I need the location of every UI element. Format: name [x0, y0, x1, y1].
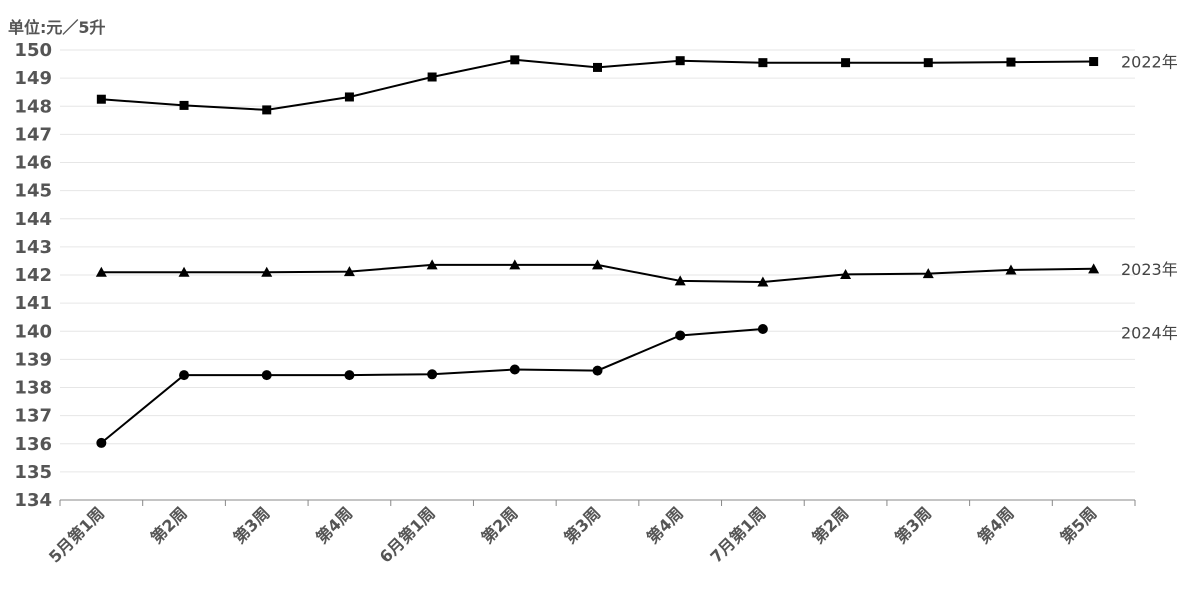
data-point-circle: [592, 365, 603, 376]
x-tick-label: 第3周: [560, 503, 604, 547]
y-tick-label: 141: [14, 293, 52, 314]
y-tick-label: 149: [14, 68, 52, 89]
data-point-triangle: [261, 266, 273, 277]
data-point-triangle: [592, 259, 603, 270]
data-point-circle: [427, 369, 438, 380]
y-tick-label: 146: [14, 153, 52, 174]
y-tick-label: 147: [14, 124, 52, 145]
data-point-circle: [344, 370, 355, 381]
y-tick-label: 140: [14, 321, 52, 342]
y-tick-label: 137: [14, 406, 52, 427]
data-point-circle: [261, 370, 272, 381]
data-point-circle: [509, 364, 520, 375]
data-point-square: [758, 58, 768, 68]
series-line: [100, 328, 763, 444]
y-tick-label: 150: [14, 40, 52, 61]
unit-label: 单位:元／5升: [8, 18, 106, 37]
data-point-triangle: [95, 266, 107, 277]
x-tick-label: 第4周: [974, 503, 1018, 547]
data-point-square: [96, 94, 106, 104]
data-point-triangle: [1005, 264, 1017, 275]
data-point-square: [262, 105, 272, 115]
data-point-triangle: [509, 259, 521, 270]
x-tick-label: 第4周: [312, 503, 356, 547]
y-tick-label: 143: [14, 237, 52, 258]
y-tick-label: 134: [14, 490, 52, 511]
data-point-triangle: [757, 276, 769, 287]
data-point-square: [675, 56, 685, 66]
y-tick-label: 138: [14, 378, 52, 399]
data-point-square: [841, 58, 851, 68]
data-point-square: [510, 55, 520, 65]
x-tick-label: 第2周: [808, 503, 852, 547]
data-point-square: [1089, 57, 1099, 67]
data-point-square: [344, 92, 354, 102]
data-point-square: [1006, 57, 1016, 67]
data-point-square: [427, 72, 437, 82]
x-tick-label: 第3周: [891, 503, 935, 547]
data-point-triangle: [1088, 263, 1100, 274]
y-tick-label: 139: [14, 349, 52, 370]
y-tick-label: 136: [14, 434, 52, 455]
y-tick-label: 142: [14, 265, 52, 286]
x-tick-label: 第2周: [478, 503, 522, 547]
x-tick-label: 5月第1周: [45, 503, 108, 566]
x-tick-label: 第3周: [230, 503, 274, 547]
data-point-circle: [179, 370, 190, 381]
series-label: 2024年: [1121, 324, 1178, 343]
x-tick-label: 7月第1周: [707, 503, 770, 566]
x-tick-label: 第4周: [643, 503, 687, 547]
data-point-triangle: [674, 275, 686, 286]
x-tick-label: 6月第1周: [376, 503, 439, 566]
data-point-square: [923, 58, 933, 68]
data-point-triangle: [426, 259, 438, 270]
data-point-triangle: [178, 266, 190, 277]
data-point-square: [179, 100, 189, 110]
data-point-circle: [96, 437, 107, 448]
data-point-circle: [675, 330, 686, 341]
y-tick-label: 145: [14, 181, 52, 202]
y-tick-label: 135: [14, 462, 52, 483]
series-label: 2023年: [1121, 260, 1178, 279]
y-tick-label: 148: [14, 96, 52, 117]
data-point-triangle: [840, 268, 852, 279]
data-point-triangle: [343, 266, 355, 277]
data-point-triangle: [922, 268, 934, 279]
series-label: 2022年: [1121, 53, 1178, 72]
data-point-square: [593, 62, 602, 72]
x-tick-label: 第5周: [1057, 503, 1101, 547]
y-tick-label: 144: [14, 209, 52, 230]
data-point-circle: [757, 324, 768, 334]
x-tick-label: 第2周: [147, 503, 191, 547]
